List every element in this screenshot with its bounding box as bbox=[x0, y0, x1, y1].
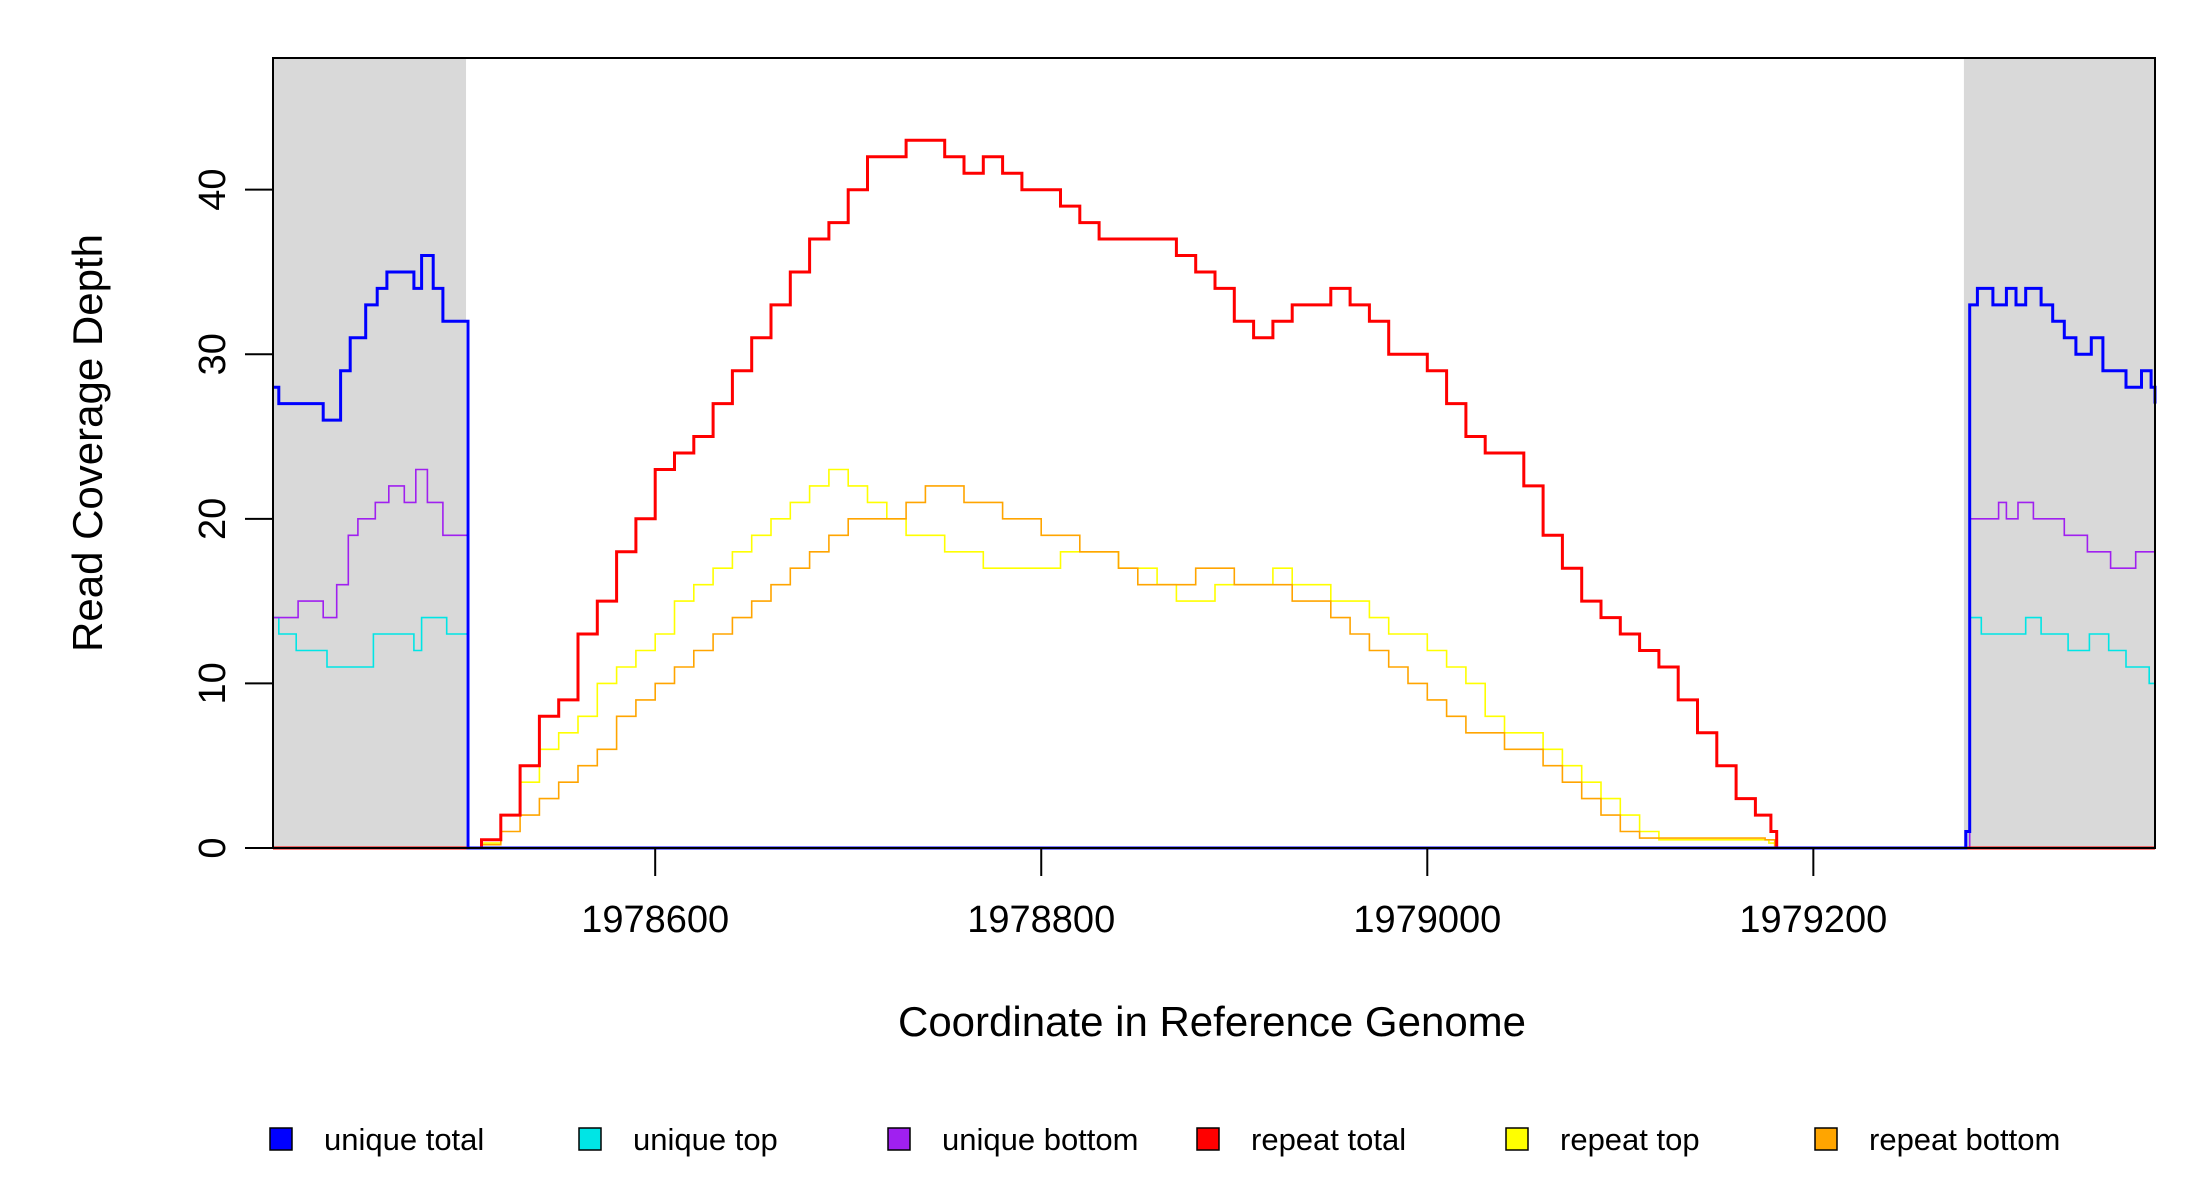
series-line-unique-total bbox=[273, 254, 2157, 850]
x-tick-label: 1978600 bbox=[581, 899, 729, 941]
legend-label: unique top bbox=[633, 1122, 778, 1157]
plot-frame bbox=[272, 57, 2156, 849]
legend-swatch bbox=[578, 1127, 602, 1151]
unique-regions bbox=[273, 58, 2155, 848]
legend-label: repeat bottom bbox=[1869, 1122, 2060, 1157]
series-line-repeat-bottom bbox=[273, 485, 2155, 849]
y-tick-label: 40 bbox=[192, 169, 234, 211]
legend-swatch bbox=[1814, 1127, 1838, 1151]
x-axis: 1978600 1978800 1979000 1979200 bbox=[581, 847, 1887, 941]
x-tick-label: 1979200 bbox=[1739, 899, 1887, 941]
legend-label: repeat total bbox=[1251, 1122, 1406, 1157]
series-line-unique-top bbox=[273, 616, 2156, 849]
legend-swatch bbox=[887, 1127, 911, 1151]
series-line-repeat-top bbox=[273, 468, 2155, 849]
y-axis-title: Read Coverage Depth bbox=[64, 234, 111, 652]
y-tick-label: 0 bbox=[192, 837, 234, 858]
legend-swatch bbox=[1196, 1127, 1220, 1151]
y-tick-label: 10 bbox=[192, 662, 234, 704]
unique-region-1 bbox=[1963, 58, 2155, 848]
x-tick-label: 1979000 bbox=[1353, 899, 1501, 941]
unique-region-0 bbox=[273, 58, 467, 848]
y-axis: 0 10 20 30 40 bbox=[192, 169, 274, 859]
x-tick-label: 1978800 bbox=[967, 899, 1115, 941]
series-line-repeat-total bbox=[273, 138, 2155, 850]
legend-label: unique total bbox=[324, 1122, 484, 1157]
y-tick-label: 20 bbox=[192, 498, 234, 540]
y-tick-label: 30 bbox=[192, 333, 234, 375]
series-line-unique-bottom bbox=[273, 468, 2155, 849]
legend-label: unique bottom bbox=[942, 1122, 1138, 1157]
series-layer bbox=[273, 138, 2157, 850]
legend: unique total unique top unique bottom repea… bbox=[269, 1122, 2060, 1157]
legend-swatch bbox=[1505, 1127, 1529, 1151]
x-axis-title: Coordinate in Reference Genome bbox=[898, 998, 1526, 1045]
legend-swatch bbox=[269, 1127, 293, 1151]
legend-label: repeat top bbox=[1560, 1122, 1700, 1157]
